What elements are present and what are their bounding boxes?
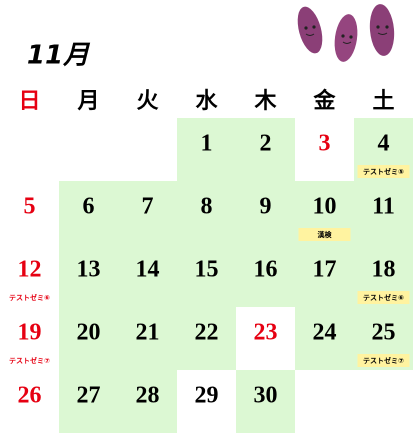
day-number: 14 (136, 257, 160, 283)
day-number: 29 (195, 383, 219, 409)
day-cell (236, 244, 295, 307)
day-cell (354, 181, 413, 244)
day-number: 5 (24, 194, 36, 220)
day-number: 17 (313, 257, 337, 283)
day-number: 24 (313, 320, 337, 346)
day-note: 漢検 (318, 230, 333, 239)
day-cell (59, 307, 118, 370)
note-badge (357, 354, 410, 367)
day-number: 8 (201, 194, 213, 220)
day-cell (177, 307, 236, 370)
day-number: 25 (372, 320, 396, 346)
day-cell (59, 244, 118, 307)
day-cell (59, 181, 118, 244)
day-number: 10 (313, 194, 337, 220)
weekday-label: 月 (76, 89, 99, 114)
note-badge (357, 165, 410, 178)
month-title: 11月 (27, 41, 91, 71)
day-number: 7 (142, 194, 154, 220)
weekday-label: 土 (372, 89, 394, 114)
day-cell (236, 181, 295, 244)
day-number: 20 (77, 320, 101, 346)
day-number: 30 (254, 383, 278, 409)
day-cell (59, 370, 118, 433)
day-number: 23 (254, 320, 278, 346)
day-cell (177, 181, 236, 244)
day-number: 28 (136, 383, 160, 409)
day-number: 27 (77, 383, 101, 409)
day-note: テストゼミ⑦ (9, 356, 50, 365)
day-note: テストゼミ⑥ (363, 293, 404, 302)
day-number: 18 (372, 257, 396, 283)
weekday-label: 木 (253, 89, 277, 114)
day-cell (118, 244, 177, 307)
day-number: 22 (195, 320, 219, 346)
day-number: 2 (260, 131, 272, 157)
day-cell (236, 118, 295, 181)
day-number: 21 (136, 320, 160, 346)
day-number: 16 (254, 257, 278, 283)
day-cell (118, 370, 177, 433)
day-note: テストゼミ⑥ (9, 293, 50, 302)
day-cell (118, 181, 177, 244)
day-cell (295, 307, 354, 370)
day-number: 15 (195, 257, 219, 283)
day-number: 6 (83, 194, 95, 220)
weekday-label: 金 (312, 88, 336, 114)
day-number: 13 (77, 257, 101, 283)
weekday-label: 火 (136, 89, 158, 114)
sweet-potato-illustration (297, 4, 395, 62)
day-number: 1 (201, 131, 213, 157)
day-number: 9 (260, 194, 272, 220)
day-cell (177, 118, 236, 181)
weekday-label: 水 (195, 89, 218, 114)
day-number: 11 (372, 194, 395, 220)
day-number: 26 (18, 383, 42, 409)
day-cell (177, 244, 236, 307)
day-number: 12 (18, 257, 42, 283)
note-badge (357, 291, 410, 304)
note-badge (298, 228, 351, 241)
day-cell (118, 307, 177, 370)
weekday-label: 日 (18, 89, 40, 114)
day-cell (236, 370, 295, 433)
day-number: 4 (378, 131, 390, 157)
day-number: 3 (319, 131, 331, 157)
day-note: テストゼミ⑦ (363, 356, 404, 365)
day-note: テストゼミ⑤ (363, 167, 404, 176)
day-number: 19 (18, 320, 42, 346)
day-cell (295, 244, 354, 307)
